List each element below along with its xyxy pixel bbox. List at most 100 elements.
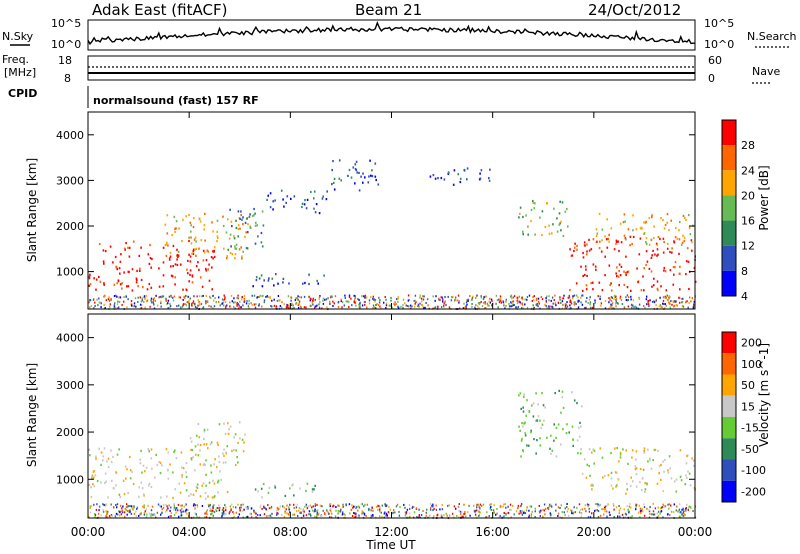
scatter-cell (592, 448, 594, 451)
scatter-cell (170, 265, 172, 268)
scatter-cell (432, 503, 434, 506)
scatter-cell (259, 514, 261, 517)
scatter-cell (232, 511, 234, 514)
scatter-cell (327, 297, 329, 300)
colorbar-tick-label: -100 (741, 464, 766, 477)
scatter-cell (407, 299, 409, 302)
scatter-cell (615, 301, 617, 303)
scatter-cell (340, 508, 342, 511)
scatter-cell (409, 512, 411, 515)
scatter-cell (88, 448, 90, 451)
scatter-cell (660, 285, 662, 288)
scatter-cell (195, 513, 197, 516)
scatter-cell (538, 302, 540, 305)
scatter-cell (310, 304, 312, 307)
scatter-cell (581, 508, 584, 511)
scatter-cell (235, 506, 237, 509)
scatter-cell (555, 503, 557, 506)
scatter-cell (195, 247, 198, 250)
scatter-cell (588, 510, 591, 513)
scatter-cell (437, 177, 439, 180)
scatter-cell (570, 300, 572, 303)
scatter-cell (678, 229, 680, 232)
scatter-cell (104, 472, 107, 475)
scatter-cell (252, 285, 254, 288)
scatter-cell (445, 303, 447, 306)
scatter-cell (596, 232, 599, 235)
scatter-cell (634, 305, 636, 308)
scatter-cell (314, 484, 316, 487)
scatter-cell (405, 512, 407, 515)
scatter-cell (558, 223, 561, 226)
scatter-cell (513, 513, 515, 516)
scatter-cell (576, 439, 579, 442)
colorbar-swatch (722, 395, 736, 417)
scatter-cell (261, 295, 263, 298)
scatter-cell (617, 240, 620, 243)
scatter-cell (181, 510, 183, 513)
scatter-cell (104, 481, 106, 485)
scatter-cell (298, 300, 301, 303)
scatter-cell (479, 172, 481, 175)
scatter-cell (651, 214, 653, 217)
scatter-cell (142, 505, 144, 508)
scatter-cell (534, 515, 536, 518)
colorbar-tick-label: 4 (741, 290, 748, 303)
scatter-cell (540, 296, 542, 298)
scatter-cell (208, 263, 210, 266)
scatter-cell (194, 445, 197, 448)
scatter-cell (337, 509, 339, 512)
scatter-cell (270, 305, 272, 307)
scatter-cell (222, 510, 225, 513)
scatter-cell (359, 306, 362, 309)
scatter-cell (115, 484, 117, 487)
scatter-cell (211, 266, 213, 269)
scatter-cell (240, 246, 242, 249)
scatter-cell (531, 404, 533, 407)
scatter-cell (202, 306, 205, 309)
scatter-cell (689, 484, 692, 487)
scatter-cell (293, 307, 295, 309)
scatter-cell (643, 232, 645, 235)
scatter-cell (237, 235, 240, 238)
scatter-cell (118, 510, 120, 513)
scatter-cell (461, 511, 463, 514)
scatter-cell (657, 506, 659, 509)
scatter-cell (511, 300, 514, 303)
scatter-cell (334, 295, 337, 298)
scatter-cell (229, 505, 231, 508)
scatter-cell (566, 301, 568, 304)
scatter-cell (357, 509, 359, 512)
scatter-cell (590, 484, 592, 487)
scatter-cell (215, 508, 217, 511)
colorbar-swatch (722, 270, 736, 296)
scatter-cell (130, 300, 133, 302)
scatter-cell (148, 283, 151, 286)
freq-tick-top: 18 (58, 54, 72, 67)
scatter-cell (199, 220, 202, 223)
scatter-cell (115, 512, 118, 515)
scatter-cell (118, 267, 121, 270)
scatter-cell (669, 303, 671, 305)
scatter-cell (222, 301, 225, 304)
scatter-cell (257, 235, 259, 238)
scatter-cell (354, 298, 356, 301)
scatter-cell (575, 303, 577, 305)
scatter-cell (617, 477, 620, 480)
scatter-cell (352, 506, 354, 509)
scatter-cell (660, 217, 662, 220)
scatter-cell (679, 516, 682, 519)
scatter-cell (657, 253, 659, 256)
scatter-cell (273, 298, 275, 301)
scatter-cell (327, 511, 329, 514)
scatter-cell (669, 514, 671, 516)
scatter-cell (586, 250, 588, 253)
scatter-cell (433, 507, 435, 510)
scatter-cell (337, 301, 339, 304)
scatter-cell (653, 277, 655, 280)
scatter-cell (293, 513, 296, 516)
scatter-cell (227, 432, 230, 435)
scatter-cell (660, 510, 663, 513)
scatter-cell (198, 304, 201, 307)
